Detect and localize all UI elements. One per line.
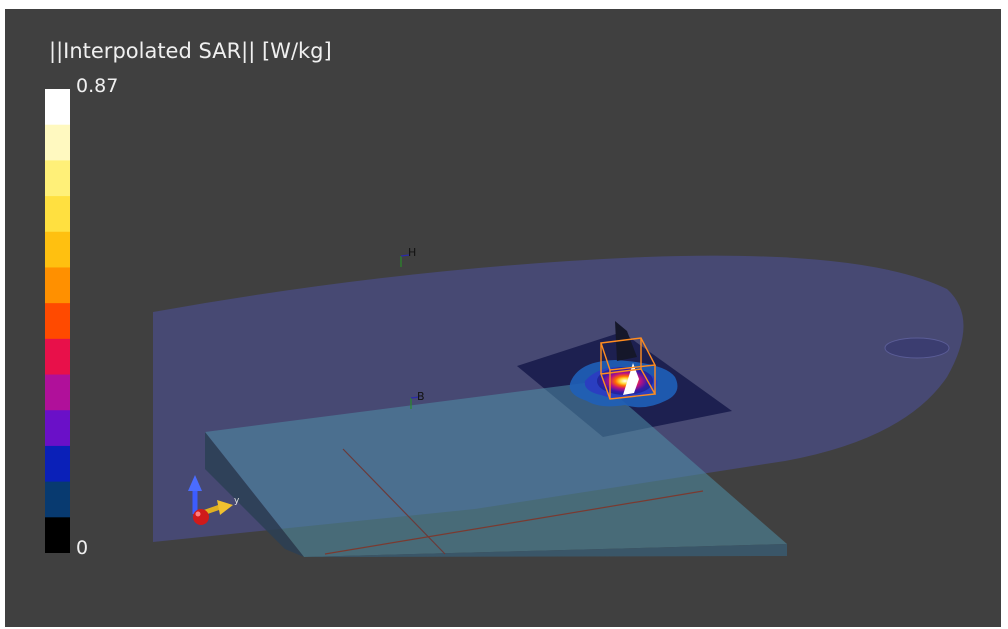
- marker-b: B: [410, 390, 425, 409]
- device-slab-front: [304, 544, 787, 557]
- sar-peak-spike: [623, 363, 639, 395]
- marker-h: H: [400, 246, 416, 267]
- colorbar-max-label: 0.87: [76, 75, 119, 97]
- sar-hotspot: [597, 367, 653, 395]
- colorbar-segment: [45, 481, 70, 518]
- colorbar: [45, 89, 70, 553]
- device-slab-top: [205, 381, 787, 557]
- colorbar-min-label: 0: [76, 537, 89, 559]
- 3d-viewport[interactable]: H B y ||Interpolated SAR|| [W/kg] 0.87 0: [5, 9, 1001, 627]
- colorbar-segment: [45, 338, 70, 376]
- sar-scene[interactable]: H B y: [5, 9, 1001, 627]
- phantom-ear-opening: [884, 337, 950, 359]
- colorbar-segment: [45, 517, 70, 553]
- marker-h-label: H: [408, 246, 416, 259]
- zoom-scan-box: [600, 337, 657, 400]
- axes-triad[interactable]: y: [188, 475, 240, 525]
- colorbar-segment: [45, 410, 70, 447]
- colorbar-segment: [45, 124, 70, 161]
- probe-antenna: [615, 321, 637, 361]
- colorbar-segment: [45, 374, 70, 411]
- colorbar-segment: [45, 89, 70, 126]
- axis-z-arrowhead: [188, 475, 202, 491]
- colorbar-segment: [45, 303, 70, 340]
- slab-line-2: [324, 490, 704, 555]
- device-slab-side: [205, 432, 304, 557]
- marker-b-label: B: [417, 390, 425, 403]
- colorbar-segment: [45, 267, 70, 304]
- axis-y-label: y: [234, 496, 240, 506]
- axis-x-ball-highlight: [195, 511, 201, 517]
- colorbar-segment: [45, 196, 70, 233]
- colorbar-segment: [45, 160, 70, 197]
- colorbar-segment: [45, 231, 70, 268]
- colorbar-segment: [45, 445, 70, 483]
- axis-x-ball: [193, 509, 209, 525]
- axis-y-arrowhead: [217, 500, 233, 515]
- colorbar-title: ||Interpolated SAR|| [W/kg]: [49, 39, 332, 63]
